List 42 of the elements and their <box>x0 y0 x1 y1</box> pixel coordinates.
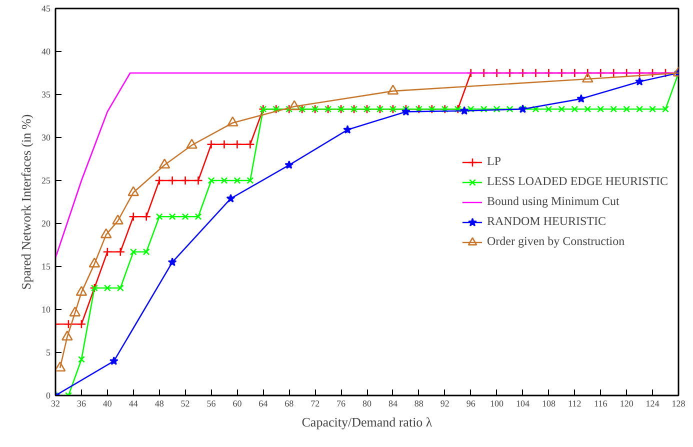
x-tick-label: 64 <box>258 398 268 408</box>
y-tick-label: 20 <box>42 218 51 228</box>
y-tick-label: 35 <box>42 90 51 100</box>
y-tick-label: 5 <box>46 348 51 358</box>
x-tick-label: 60 <box>232 398 242 408</box>
x-tick-label: 72 <box>310 398 320 408</box>
x-tick-label: 128 <box>672 398 686 408</box>
x-tick-label: 68 <box>284 398 294 408</box>
y-tick-label: 15 <box>42 262 51 272</box>
legend-label: LP <box>487 154 502 169</box>
x-tick-label: 44 <box>128 398 138 408</box>
x-tick-label: 116 <box>594 398 608 408</box>
x-tick-label: 80 <box>362 398 372 408</box>
x-tick-label: 52 <box>180 398 190 408</box>
y-axis-title: Spared Network Interfaces (in %) <box>18 114 34 290</box>
y-tick-label: 40 <box>42 46 51 56</box>
x-tick-label: 88 <box>414 398 424 408</box>
x-tick-label: 84 <box>388 398 398 408</box>
y-tick-label: 30 <box>42 132 51 142</box>
y-tick-label: 10 <box>42 304 51 314</box>
legend-label: RANDOM HEURISTIC <box>487 214 606 229</box>
y-tick-label: 25 <box>42 176 51 186</box>
x-tick-label: 112 <box>568 398 582 408</box>
x-tick-label: 40 <box>102 398 112 408</box>
x-tick-label: 124 <box>646 398 660 408</box>
x-tick-label: 36 <box>76 398 86 408</box>
x-tick-label: 96 <box>466 398 476 408</box>
legend-label: LESS LOADED EDGE HEURISTIC <box>487 174 668 189</box>
legend-label: Bound using Minimum Cut <box>487 194 620 209</box>
x-axis-title: Capacity/Demand ratio λ <box>302 414 433 430</box>
x-tick-label: 32 <box>51 398 60 408</box>
x-tick-label: 48 <box>154 398 164 408</box>
x-tick-label: 108 <box>542 398 556 408</box>
legend-label: Order given by Construction <box>487 234 625 249</box>
y-tick-label: 45 <box>42 4 51 14</box>
x-tick-label: 56 <box>206 398 216 408</box>
x-tick-label: 92 <box>440 398 450 408</box>
x-tick-label: 100 <box>490 398 504 408</box>
x-tick-label: 104 <box>516 398 530 408</box>
x-tick-label: 120 <box>620 398 634 408</box>
y-tick-label: 0 <box>46 390 51 400</box>
x-tick-label: 76 <box>336 398 346 408</box>
